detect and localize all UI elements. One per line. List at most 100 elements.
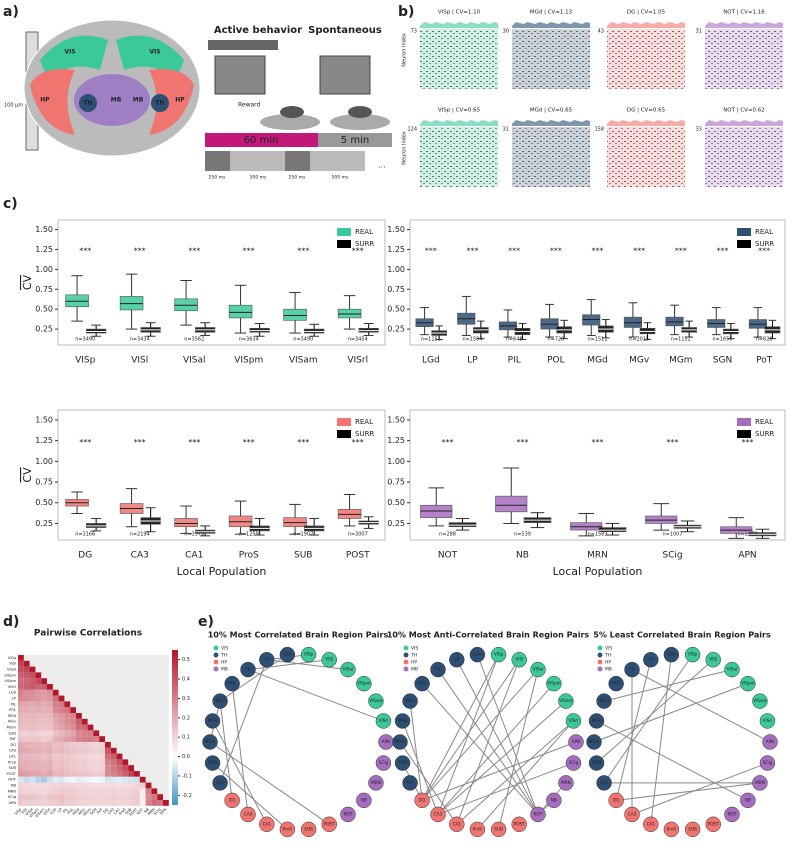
region-label: TH [155,100,164,107]
heat-cell [64,718,71,725]
y-tick-label: 0.25 [35,325,53,334]
legend-dot [213,659,219,665]
heat-cell [128,771,134,777]
node [624,806,640,823]
heat-cell [52,718,59,725]
node [356,792,372,809]
heat-cell [41,678,47,684]
y-tick-label: 0.75 [387,285,405,294]
heat-cell [76,765,82,771]
heat-cell [47,782,53,789]
heat-cell [52,800,59,806]
heat-cell [18,718,24,725]
heat-cell [99,759,105,766]
row-label: NB [11,784,17,788]
heat-cell [41,776,47,783]
x-tick-label: DG [78,551,92,561]
rate-trace [607,120,685,126]
heat-cell [35,800,42,806]
node-label: MGm [589,739,600,744]
heat-cell [76,776,82,783]
heat-cell [41,736,47,742]
x-tick-label: NB [516,551,529,561]
heat-cell [29,742,36,748]
node [596,775,612,791]
significance: *** [297,247,309,256]
heat-cell [47,695,53,702]
legend-swatch [737,228,751,236]
col-label: POST [129,807,139,817]
significance: *** [79,247,91,256]
row-label: POL [9,708,16,712]
heat-cell [70,718,76,725]
heat-cell [64,707,71,713]
node-label: VISal [533,667,544,672]
raster-n: 31 [503,127,509,133]
node [414,675,430,692]
box [228,304,253,319]
node-label: LP [454,657,459,662]
heat-cell [99,747,105,754]
x-tick-label: VISl [131,356,148,366]
node-label: PoT [216,780,224,785]
edge [650,654,672,825]
heat-cell [110,782,117,789]
node-label: LGd [473,652,482,657]
row-label: VISal [7,668,16,672]
heat-cell [52,713,59,719]
significance: *** [243,247,255,256]
heat-cell [81,788,88,795]
heat-cell [81,771,88,777]
heat-cell [145,800,152,806]
heat-cell [116,759,123,766]
legend-swatch [337,240,351,248]
n-label: n=3490 [75,337,95,343]
node-label: LGd [283,652,292,657]
heat-cell [134,771,140,777]
legend-label: REAL [355,228,373,236]
heat-cell [110,794,117,800]
heat-cell [18,765,24,771]
heat-cell [23,672,30,679]
x-tick-label: LGd [422,356,440,366]
raster-title: MGd | CV=1.13 [530,10,573,16]
heat-cell [76,794,82,800]
col-label: VISp [14,807,23,816]
node-label: MGv [398,718,408,723]
node [740,792,756,809]
n-label: n=1583 [587,532,607,538]
heat-cell [18,695,24,702]
node-label: NOT [343,811,352,816]
heat-cell [18,742,24,748]
heat-cell [18,678,24,684]
region-label: HP [40,97,50,104]
heat-cell [47,788,53,795]
node-label: VISp [304,652,314,657]
heat-cell [105,782,111,789]
x-tick-label: CA1 [185,551,203,561]
legend-dot [213,645,219,651]
row-label: VISpm [4,673,16,677]
heat-cell [64,765,71,771]
legend-dot [597,645,603,651]
rate-trace [705,22,783,28]
node [469,646,486,663]
heat-cell [58,765,65,771]
heat-cell [81,765,88,771]
row-label: APN [9,801,17,805]
heat-cell [41,684,47,690]
significance: *** [425,247,437,256]
heat-cell [47,689,53,696]
heat-cell [93,742,100,748]
heat-cell [23,794,30,800]
header: Spontaneous [308,25,382,36]
heat-cell [23,689,30,696]
y-tick-label: 1.00 [35,457,53,466]
vis-right [116,35,184,80]
heat-cell [110,753,117,760]
heat-cell [70,742,76,748]
heat-cell [139,794,146,800]
heat-cell [41,759,47,766]
node [212,775,228,791]
edge [402,720,439,815]
